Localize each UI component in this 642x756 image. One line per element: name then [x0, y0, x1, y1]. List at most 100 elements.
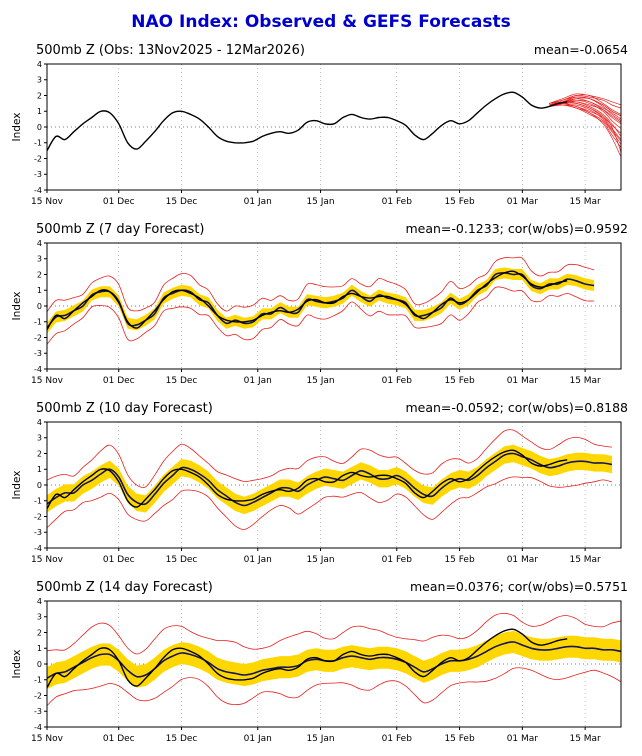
observed-line [46, 91, 568, 151]
panel-14day-header: 500mb Z (14 day Forecast) mean=0.0376; c… [6, 577, 636, 596]
x-tick-label: 01 Feb [382, 376, 413, 386]
y-axis-label: Index [11, 650, 23, 679]
x-tick-label: 15 Feb [444, 734, 475, 744]
panel-7day-forecast: 500mb Z (7 day Forecast) mean=-0.1233; c… [6, 219, 636, 390]
y-tick-label: 1 [37, 286, 42, 295]
panel-10day-title: 500mb Z (10 day Forecast) [36, 401, 213, 416]
y-tick-label: -4 [34, 186, 42, 195]
x-tick-label: 01 Dec [103, 197, 135, 207]
y-tick-label: -2 [34, 691, 42, 700]
x-tick-label: 01 Dec [103, 734, 135, 744]
y-tick-label: 3 [37, 76, 42, 85]
panel-observed: 500mb Z (Obs: 13Nov2025 - 12Mar2026) mea… [6, 40, 636, 211]
y-tick-label: 1 [37, 644, 42, 653]
y-tick-label: 0 [37, 302, 42, 311]
y-tick-label: 2 [37, 628, 42, 637]
panel-7day-header: 500mb Z (7 day Forecast) mean=-0.1233; c… [6, 219, 636, 238]
y-tick-label: 3 [37, 613, 42, 622]
y-tick-label: 0 [37, 123, 42, 132]
y-tick-label: 2 [37, 91, 42, 100]
x-tick-label: 01 Jan [244, 555, 272, 565]
panel-14day-forecast: 500mb Z (14 day Forecast) mean=0.0376; c… [6, 577, 636, 748]
y-axis-label: Index [11, 471, 23, 500]
x-tick-label: 15 Feb [444, 555, 475, 565]
y-axis-label: Index [11, 113, 23, 142]
forecast-10day-chart: 15 Nov 01 Dec 15 Dec 01 Jan 15 Jan 01 Feb 15 F… [11, 418, 622, 565]
y-tick-label: -2 [34, 333, 42, 342]
x-tick-label: 15 Dec [166, 734, 198, 744]
y-tick-label: 4 [37, 60, 42, 69]
y-tick-label: 3 [37, 434, 42, 443]
panel-observed-header: 500mb Z (Obs: 13Nov2025 - 12Mar2026) mea… [6, 40, 636, 59]
x-tick-label: 15 Feb [444, 376, 475, 386]
x-tick-label: 15 Nov [31, 734, 64, 744]
panel-10day-header: 500mb Z (10 day Forecast) mean=-0.0592; … [6, 398, 636, 417]
y-tick-label: 1 [37, 465, 42, 474]
plot-frame [46, 242, 622, 370]
ensemble-member-line [549, 96, 622, 121]
x-tick-label: 15 Mar [569, 197, 601, 207]
panel-14day-stats-annotation: mean=0.0376; cor(w/obs)=0.5751 [410, 579, 628, 594]
ensemble-member-line [549, 104, 622, 158]
x-tick-label: 01 Mar [507, 197, 539, 207]
panel-observed-title: 500mb Z (Obs: 13Nov2025 - 12Mar2026) [36, 43, 305, 58]
y-tick-label: -1 [34, 318, 42, 327]
envelope-max-line [46, 256, 595, 312]
x-tick-label: 01 Dec [103, 376, 135, 386]
plot-frame [46, 600, 622, 728]
y-tick-label: -1 [34, 139, 42, 148]
y-tick-label: -4 [34, 723, 42, 732]
panel-10day-stats-annotation: mean=-0.0592; cor(w/obs)=0.8188 [405, 400, 628, 415]
observed-line [46, 449, 568, 509]
nao-index-report: NAO Index: Observed & GEFS Forecasts 500… [0, 12, 642, 748]
envelope-max-line [46, 429, 613, 488]
y-tick-label: 4 [37, 239, 42, 248]
x-tick-label: 01 Mar [507, 555, 539, 565]
x-tick-label: 01 Dec [103, 555, 135, 565]
x-tick-label: 15 Dec [166, 555, 198, 565]
x-tick-label: 15 Jan [306, 555, 334, 565]
x-tick-label: 15 Nov [31, 376, 64, 386]
y-tick-label: 2 [37, 270, 42, 279]
y-tick-label: 3 [37, 255, 42, 264]
x-tick-label: 15 Mar [569, 734, 601, 744]
ensemble-spread-band [47, 444, 612, 515]
plot-frame [46, 63, 622, 191]
y-tick-label: 4 [37, 418, 42, 427]
observed-chart: 15 Nov 01 Dec 15 Dec 01 Jan 15 Jan 01 Feb 15 F… [11, 60, 622, 207]
envelope-min-line [46, 476, 613, 530]
x-tick-label: 01 Jan [244, 734, 272, 744]
y-tick-label: -4 [34, 544, 42, 553]
x-tick-label: 01 Feb [382, 197, 413, 207]
x-tick-label: 15 Feb [444, 197, 475, 207]
envelope-min-line [46, 286, 595, 345]
x-tick-label: 01 Jan [244, 197, 272, 207]
x-tick-label: 15 Dec [166, 197, 198, 207]
y-tick-label: 0 [37, 660, 42, 669]
y-tick-label: 0 [37, 481, 42, 490]
y-tick-label: -1 [34, 497, 42, 506]
x-tick-label: 15 Jan [306, 197, 334, 207]
y-tick-label: -3 [34, 528, 42, 537]
x-tick-label: 15 Dec [166, 376, 198, 386]
x-tick-label: 15 Mar [569, 555, 601, 565]
y-tick-label: -1 [34, 676, 42, 685]
y-tick-label: -3 [34, 170, 42, 179]
y-tick-label: -4 [34, 365, 42, 374]
observed-line [46, 628, 568, 688]
panel-7day-stats-annotation: mean=-0.1233; cor(w/obs)=0.9592 [405, 221, 628, 236]
forecast-7day-chart: 15 Nov 01 Dec 15 Dec 01 Jan 15 Jan 01 Feb 15 F… [11, 239, 622, 386]
x-tick-label: 01 Jan [244, 376, 272, 386]
panel-14day-title: 500mb Z (14 day Forecast) [36, 580, 213, 595]
y-tick-label: -2 [34, 154, 42, 163]
plot-frame [46, 421, 622, 549]
y-tick-label: -3 [34, 349, 42, 358]
x-tick-label: 01 Mar [507, 734, 539, 744]
envelope-max-line [46, 612, 622, 655]
forecast-14day-chart: 15 Nov 01 Dec 15 Dec 01 Jan 15 Jan 01 Feb 15 F… [11, 597, 622, 744]
x-tick-label: 15 Jan [306, 376, 334, 386]
panel-observed-mean-annotation: mean=-0.0654 [533, 42, 628, 57]
x-tick-label: 15 Nov [31, 197, 64, 207]
y-tick-label: 2 [37, 449, 42, 458]
y-tick-label: -3 [34, 707, 42, 716]
